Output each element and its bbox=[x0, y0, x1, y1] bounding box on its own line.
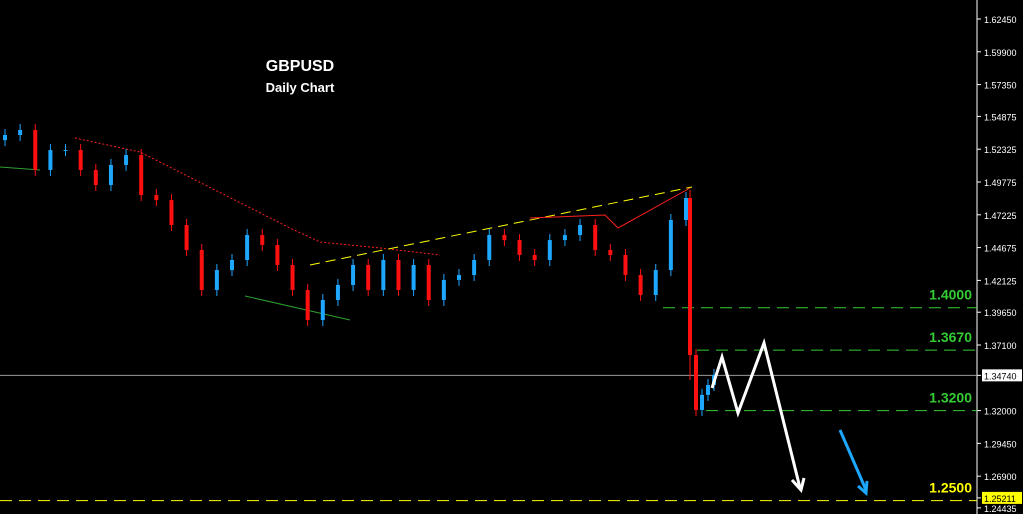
candle-body bbox=[366, 265, 371, 290]
y-tick-label: 1.29450 bbox=[984, 439, 1017, 449]
candle-body bbox=[381, 259, 386, 290]
level-label: 1.2500 bbox=[929, 480, 972, 496]
candle-body bbox=[214, 270, 219, 290]
y-tick-label: 1.26900 bbox=[984, 472, 1017, 482]
candle-body bbox=[593, 225, 598, 250]
candle-body bbox=[33, 129, 38, 170]
candle-body bbox=[18, 129, 23, 135]
candle-body bbox=[426, 265, 431, 300]
y-tick-label: 1.44675 bbox=[984, 244, 1017, 254]
y-tick-label: 1.37100 bbox=[984, 341, 1017, 351]
candle-body bbox=[63, 150, 68, 152]
candle-body bbox=[108, 164, 113, 186]
candle-body bbox=[139, 155, 144, 196]
candle-body bbox=[472, 259, 477, 276]
chart-subtitle: Daily Chart bbox=[265, 80, 335, 95]
projection-arrow-blue bbox=[838, 429, 868, 491]
y-tick-label: 1.39650 bbox=[984, 308, 1017, 318]
candle-body bbox=[260, 235, 265, 245]
candle-body bbox=[638, 275, 643, 295]
candle-body bbox=[320, 299, 325, 321]
candle-body bbox=[396, 259, 401, 290]
y-tick-label: 1.34740 bbox=[984, 371, 1017, 381]
candle-body bbox=[275, 244, 280, 266]
candle-body bbox=[290, 265, 295, 290]
level-label: 1.3670 bbox=[929, 329, 972, 345]
projection-path-white bbox=[710, 337, 802, 489]
candle-body bbox=[169, 200, 174, 226]
level-label: 1.4000 bbox=[929, 287, 972, 303]
candle-body bbox=[487, 235, 492, 260]
candle-body bbox=[184, 225, 189, 250]
trendline-red bbox=[529, 187, 691, 229]
candle-body bbox=[78, 150, 83, 170]
candle-body bbox=[245, 235, 250, 260]
candle-body bbox=[706, 384, 710, 395]
candle-body bbox=[562, 235, 567, 241]
candle-body bbox=[623, 254, 628, 276]
candle-body bbox=[154, 195, 159, 201]
y-tick-label: 1.59900 bbox=[984, 48, 1017, 58]
candle-body bbox=[124, 155, 129, 165]
candle-body bbox=[48, 150, 53, 170]
candle-body bbox=[694, 355, 698, 410]
candle-body bbox=[547, 240, 552, 260]
arrowhead-white-icon bbox=[790, 477, 806, 494]
y-tick-label: 1.24435 bbox=[984, 504, 1017, 514]
candle-body bbox=[653, 270, 658, 295]
current-price-tag bbox=[982, 369, 1022, 382]
arrowhead-blue-icon bbox=[857, 480, 869, 497]
trendline-red-dotted bbox=[74, 137, 441, 256]
chart-title: GBPUSD bbox=[265, 58, 335, 75]
candle-body bbox=[351, 265, 356, 285]
y-tick-label: 1.49775 bbox=[984, 178, 1017, 188]
candle-body bbox=[688, 198, 692, 356]
candle-body bbox=[502, 235, 507, 241]
y-tick-label: 1.57350 bbox=[984, 81, 1017, 91]
y-tick-label: 1.42125 bbox=[984, 276, 1017, 286]
y-tick-label: 1.62450 bbox=[984, 15, 1017, 25]
y-tick-label: 1.54875 bbox=[984, 112, 1017, 122]
trendline-yellow bbox=[309, 186, 693, 266]
candle-body bbox=[305, 289, 310, 321]
y-tick-label: 1.52325 bbox=[984, 145, 1017, 155]
candle-body bbox=[335, 284, 340, 300]
candle-body bbox=[668, 220, 673, 271]
candle-body bbox=[608, 249, 613, 255]
candle-body bbox=[441, 279, 446, 300]
level-label: 1.3200 bbox=[929, 390, 972, 406]
trendline-green-2 bbox=[244, 295, 351, 321]
candle-body bbox=[578, 225, 583, 236]
candle-body bbox=[457, 275, 461, 280]
candle-body bbox=[93, 169, 98, 186]
candle-body bbox=[199, 249, 204, 290]
candle-body bbox=[3, 134, 7, 141]
y-tick-label: 1.47225 bbox=[984, 211, 1017, 221]
candle-body bbox=[230, 259, 234, 271]
highlight-price-tag bbox=[982, 491, 1022, 504]
candle-body bbox=[517, 240, 522, 255]
candle-body bbox=[411, 265, 416, 290]
y-tick-label: 1.32000 bbox=[984, 407, 1017, 417]
candle-body bbox=[700, 394, 704, 410]
candle-body bbox=[532, 254, 537, 260]
candle-body bbox=[684, 198, 688, 221]
y-tick-label: 1.25211 bbox=[984, 494, 1016, 504]
